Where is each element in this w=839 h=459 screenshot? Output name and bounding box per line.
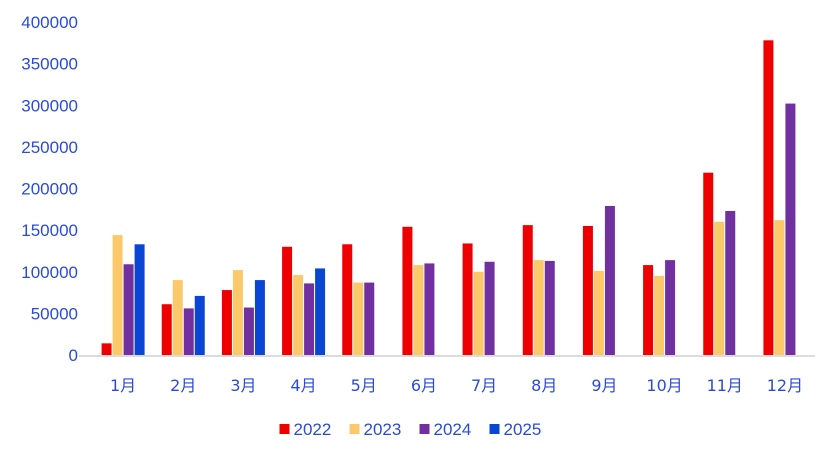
bar-2022	[101, 343, 112, 355]
bar-2024	[785, 103, 796, 356]
y-tick-label: 350000	[21, 55, 78, 74]
legend-label: 2023	[364, 420, 402, 439]
legend-label: 2024	[434, 420, 472, 439]
x-tick-label: 11月	[707, 376, 743, 395]
bar-2022	[522, 225, 533, 355]
y-tick-label: 0	[69, 346, 78, 365]
x-tick-label: 12月	[767, 376, 803, 395]
bar-2023	[232, 270, 243, 355]
bar-2023	[654, 275, 665, 355]
x-tick-label: 2月	[170, 376, 196, 395]
bar-2024	[123, 264, 134, 355]
legend: 2022 2023 2024 2025	[279, 420, 542, 439]
bar-2024	[243, 307, 254, 355]
bar-2024	[544, 260, 555, 355]
bar-2023	[172, 280, 183, 355]
bar-2023	[593, 270, 604, 355]
bar-2022	[643, 265, 654, 355]
bar-2022	[703, 172, 714, 355]
y-tick-label: 150000	[21, 221, 78, 240]
legend-swatch-2022	[279, 424, 290, 434]
legend-label: 2025	[504, 420, 542, 439]
bar-2024	[665, 260, 676, 355]
bar-2023	[774, 220, 785, 355]
legend-swatch-2024	[419, 424, 430, 434]
bar-2022	[462, 243, 473, 355]
bar-2023	[714, 221, 725, 355]
legend-label: 2022	[294, 420, 332, 439]
x-tick-label: 6月	[411, 376, 437, 395]
bar-2024	[725, 210, 736, 355]
bar-2025	[254, 280, 265, 355]
legend-swatch-2023	[349, 424, 360, 434]
y-axis: 0 50000 100000 150000 200000 250000 300000 3500…	[21, 13, 78, 365]
x-tick-label: 9月	[591, 376, 617, 395]
bar-2025	[134, 244, 145, 355]
y-tick-label: 250000	[21, 138, 78, 157]
x-tick-label: 3月	[230, 376, 256, 395]
bar-2025	[194, 295, 205, 355]
bar-2022	[342, 244, 353, 355]
bar-2022	[161, 304, 172, 355]
y-tick-label: 200000	[21, 180, 78, 199]
x-axis: 1月 2月 3月 4月 5月 6月 7月 8月 9月 10月 11月 12月	[110, 376, 803, 395]
bar-2022	[221, 290, 232, 355]
bar-2024	[604, 205, 615, 355]
bar-2023	[112, 235, 123, 355]
bars-group	[101, 40, 796, 356]
bar-2024	[304, 283, 315, 355]
bar-2023	[293, 275, 304, 355]
y-tick-label: 400000	[21, 13, 78, 32]
x-tick-label: 1月	[110, 376, 136, 395]
bar-2022	[582, 225, 593, 355]
x-tick-label: 8月	[531, 376, 557, 395]
x-tick-label: 4月	[290, 376, 316, 395]
bar-2024	[364, 282, 375, 355]
legend-swatch-2025	[489, 424, 500, 434]
bar-2022	[763, 40, 774, 355]
bar-2023	[473, 271, 484, 355]
bar-2022	[282, 246, 293, 355]
bar-2023	[413, 265, 424, 355]
y-tick-label: 50000	[31, 304, 78, 323]
bar-2022	[402, 226, 413, 355]
y-tick-label: 300000	[21, 96, 78, 115]
bar-2024	[484, 261, 495, 355]
x-tick-label: 7月	[471, 376, 497, 395]
bar-2024	[183, 308, 194, 355]
bar-2025	[315, 268, 326, 355]
x-tick-label: 10月	[646, 376, 682, 395]
bar-2024	[424, 263, 435, 355]
bar-2023	[353, 282, 364, 355]
x-tick-label: 5月	[351, 376, 377, 395]
bar-2023	[533, 260, 544, 355]
y-tick-label: 100000	[21, 263, 78, 282]
